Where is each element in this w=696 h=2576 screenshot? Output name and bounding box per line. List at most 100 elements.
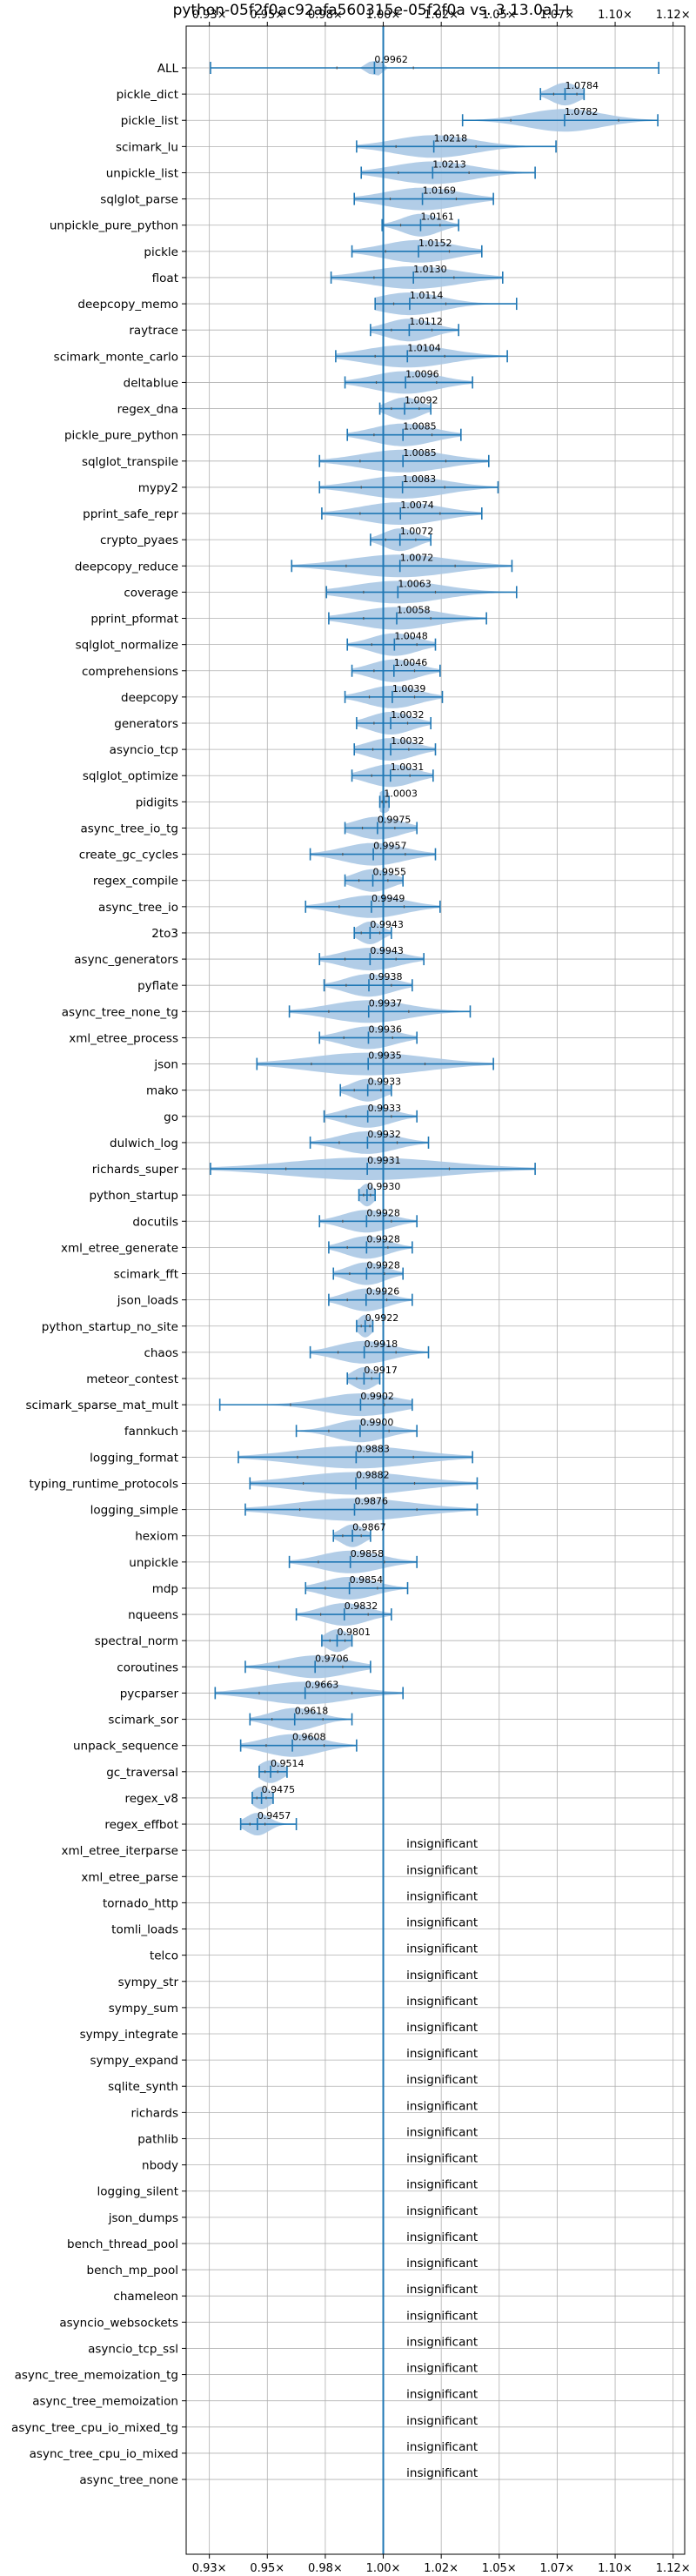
benchmark-label: logging_silent xyxy=(97,2185,178,2199)
median-value-label: 0.9608 xyxy=(292,1732,326,1743)
benchmark-label: float xyxy=(152,272,178,285)
benchmark-label: create_gc_cycles xyxy=(79,849,178,862)
median-value-label: 0.9475 xyxy=(262,1784,296,1795)
benchmark-label: pathlib xyxy=(137,2132,178,2146)
median-value-label: 0.9882 xyxy=(356,1469,390,1480)
median-value-label: 0.9931 xyxy=(367,1155,401,1166)
median-value-label: 1.0032 xyxy=(391,735,425,747)
median-value-label: 0.9938 xyxy=(369,971,403,983)
median-value-label: 0.9618 xyxy=(295,1706,329,1717)
x-tick-label-top: 1.02× xyxy=(424,9,458,22)
median-value-label: 0.9801 xyxy=(337,1627,371,1638)
median-value-label: 1.0096 xyxy=(405,368,439,379)
benchmark-label: coroutines xyxy=(117,1660,178,1674)
benchmark-label: sqlglot_normalize xyxy=(76,639,178,653)
benchmark-label: pprint_safe_repr xyxy=(83,507,178,521)
median-value-label: 1.0048 xyxy=(394,631,428,642)
insignificant-label: insignificant xyxy=(406,2125,478,2139)
insignificant-label: insignificant xyxy=(406,2204,478,2218)
benchmark-label: hexiom xyxy=(135,1530,178,1544)
benchmark-label: raytrace xyxy=(129,324,178,338)
median-value-label: 1.0031 xyxy=(391,761,425,773)
median-value-label: 0.9936 xyxy=(368,1023,402,1035)
median-value-label: 0.9876 xyxy=(354,1496,388,1507)
benchmark-label: 2to3 xyxy=(151,927,178,941)
median-value-label: 0.9957 xyxy=(373,841,407,852)
benchmark-label: dulwich_log xyxy=(110,1137,178,1150)
median-value-label: 1.0072 xyxy=(400,526,434,537)
insignificant-label: insignificant xyxy=(406,2414,478,2428)
benchmark-label: docutils xyxy=(132,1215,178,1229)
median-value-label: 0.9883 xyxy=(356,1443,390,1454)
benchmark-label: pickle_pure_python xyxy=(64,429,178,443)
benchmark-label: sqlglot_optimize xyxy=(83,769,178,783)
insignificant-label: insignificant xyxy=(406,2335,478,2349)
benchmark-label: logging_format xyxy=(90,1451,178,1465)
benchmark-label: logging_simple xyxy=(90,1504,178,1518)
median-value-label: 1.0782 xyxy=(565,106,599,117)
median-value-label: 0.9933 xyxy=(368,1103,402,1114)
benchmark-label: unpickle xyxy=(129,1556,178,1570)
median-value-label: 0.9943 xyxy=(370,945,404,956)
whisker-layer xyxy=(210,62,659,1831)
median-value-label: 1.0072 xyxy=(400,552,434,563)
benchmark-label: async_tree_io_tg xyxy=(80,822,178,835)
median-value-label: 0.9943 xyxy=(370,919,404,930)
benchmark-label: xml_etree_iterparse xyxy=(62,1844,179,1858)
median-value-label: 1.0039 xyxy=(392,683,426,694)
insignificant-label: insignificant xyxy=(406,2047,478,2061)
insignificant-label: insignificant xyxy=(406,2309,478,2323)
benchmark-label: fannkuch xyxy=(124,1425,178,1439)
benchmark-label: nqueens xyxy=(128,1608,178,1622)
median-value-label: 0.9930 xyxy=(367,1181,401,1192)
median-value-label: 0.9975 xyxy=(378,814,412,825)
median-value-label: 0.9962 xyxy=(374,54,408,65)
median-value-label: 0.9832 xyxy=(345,1600,378,1612)
benchmark-label: pyflate xyxy=(137,979,178,993)
median-value-label: 0.9928 xyxy=(366,1233,400,1244)
x-tick-label-bottom: 0.95× xyxy=(250,2562,284,2575)
median-value-label: 1.0130 xyxy=(413,264,447,275)
benchmark-label: scimark_sparse_mat_mult xyxy=(26,1399,178,1412)
benchmark-label: bench_mp_pool xyxy=(87,2264,178,2277)
x-tick-label-top: 1.10× xyxy=(598,9,632,22)
benchmark-label: async_tree_none xyxy=(79,2473,178,2487)
median-value-label: 1.0213 xyxy=(432,158,466,170)
x-tick-label-top: 1.05× xyxy=(482,9,517,22)
median-value-label: 0.9933 xyxy=(368,1077,402,1088)
label-layer: 0.9962 1.0784 1.0782 1.0218 1.0213 1.0169 1.01… xyxy=(258,54,599,2480)
x-tick-label-bottom: 1.00× xyxy=(366,2562,401,2575)
chart-title: python-05f2f0ac92afa560315e-05f2f0a vs. … xyxy=(173,2,574,19)
median-value-label: 1.0152 xyxy=(418,238,452,249)
benchmark-label: asyncio_tcp_ssl xyxy=(88,2342,178,2356)
benchmark-label: async_tree_io xyxy=(98,901,178,915)
median-value-label: 0.9457 xyxy=(258,1810,291,1821)
benchmark-label: pickle_list xyxy=(121,114,178,128)
median-value-label: 1.0085 xyxy=(403,447,437,459)
benchmark-label: chameleon xyxy=(113,2290,178,2304)
benchmark-label: chaos xyxy=(144,1346,178,1360)
benchmark-label: xml_etree_parse xyxy=(81,1870,178,1884)
benchmark-label: crypto_pyaes xyxy=(100,533,178,547)
median-value-label: 0.9706 xyxy=(315,1653,349,1664)
benchmark-label: telco xyxy=(150,1949,178,1963)
benchmark-label: async_tree_cpu_io_mixed xyxy=(30,2447,178,2461)
benchmark-label: regex_compile xyxy=(93,875,178,889)
plot-frame xyxy=(185,25,686,2555)
benchmark-label: mdp xyxy=(152,1582,178,1596)
x-tick-label-top: 1.00× xyxy=(366,9,401,22)
x-tick-label-top: 1.12× xyxy=(656,9,691,22)
benchmark-label: unpickle_list xyxy=(106,166,178,180)
benchmark-label: richards xyxy=(131,2106,178,2120)
benchmark-label: unpickle_pure_python xyxy=(50,219,178,233)
x-tick-label-bottom: 1.07× xyxy=(539,2562,574,2575)
benchmark-label: mako xyxy=(146,1084,178,1098)
median-value-label: 0.9918 xyxy=(365,1338,398,1350)
x-tick-label-top: 1.07× xyxy=(539,9,574,22)
benchmark-label: scimark_lu xyxy=(116,140,178,154)
benchmark-label: python_startup xyxy=(89,1189,178,1203)
benchmark-label: pprint_pformat xyxy=(90,613,178,627)
median-value-label: 1.0784 xyxy=(565,80,599,91)
median-value-label: 0.9902 xyxy=(360,1391,394,1402)
benchmark-label: regex_v8 xyxy=(124,1792,178,1806)
